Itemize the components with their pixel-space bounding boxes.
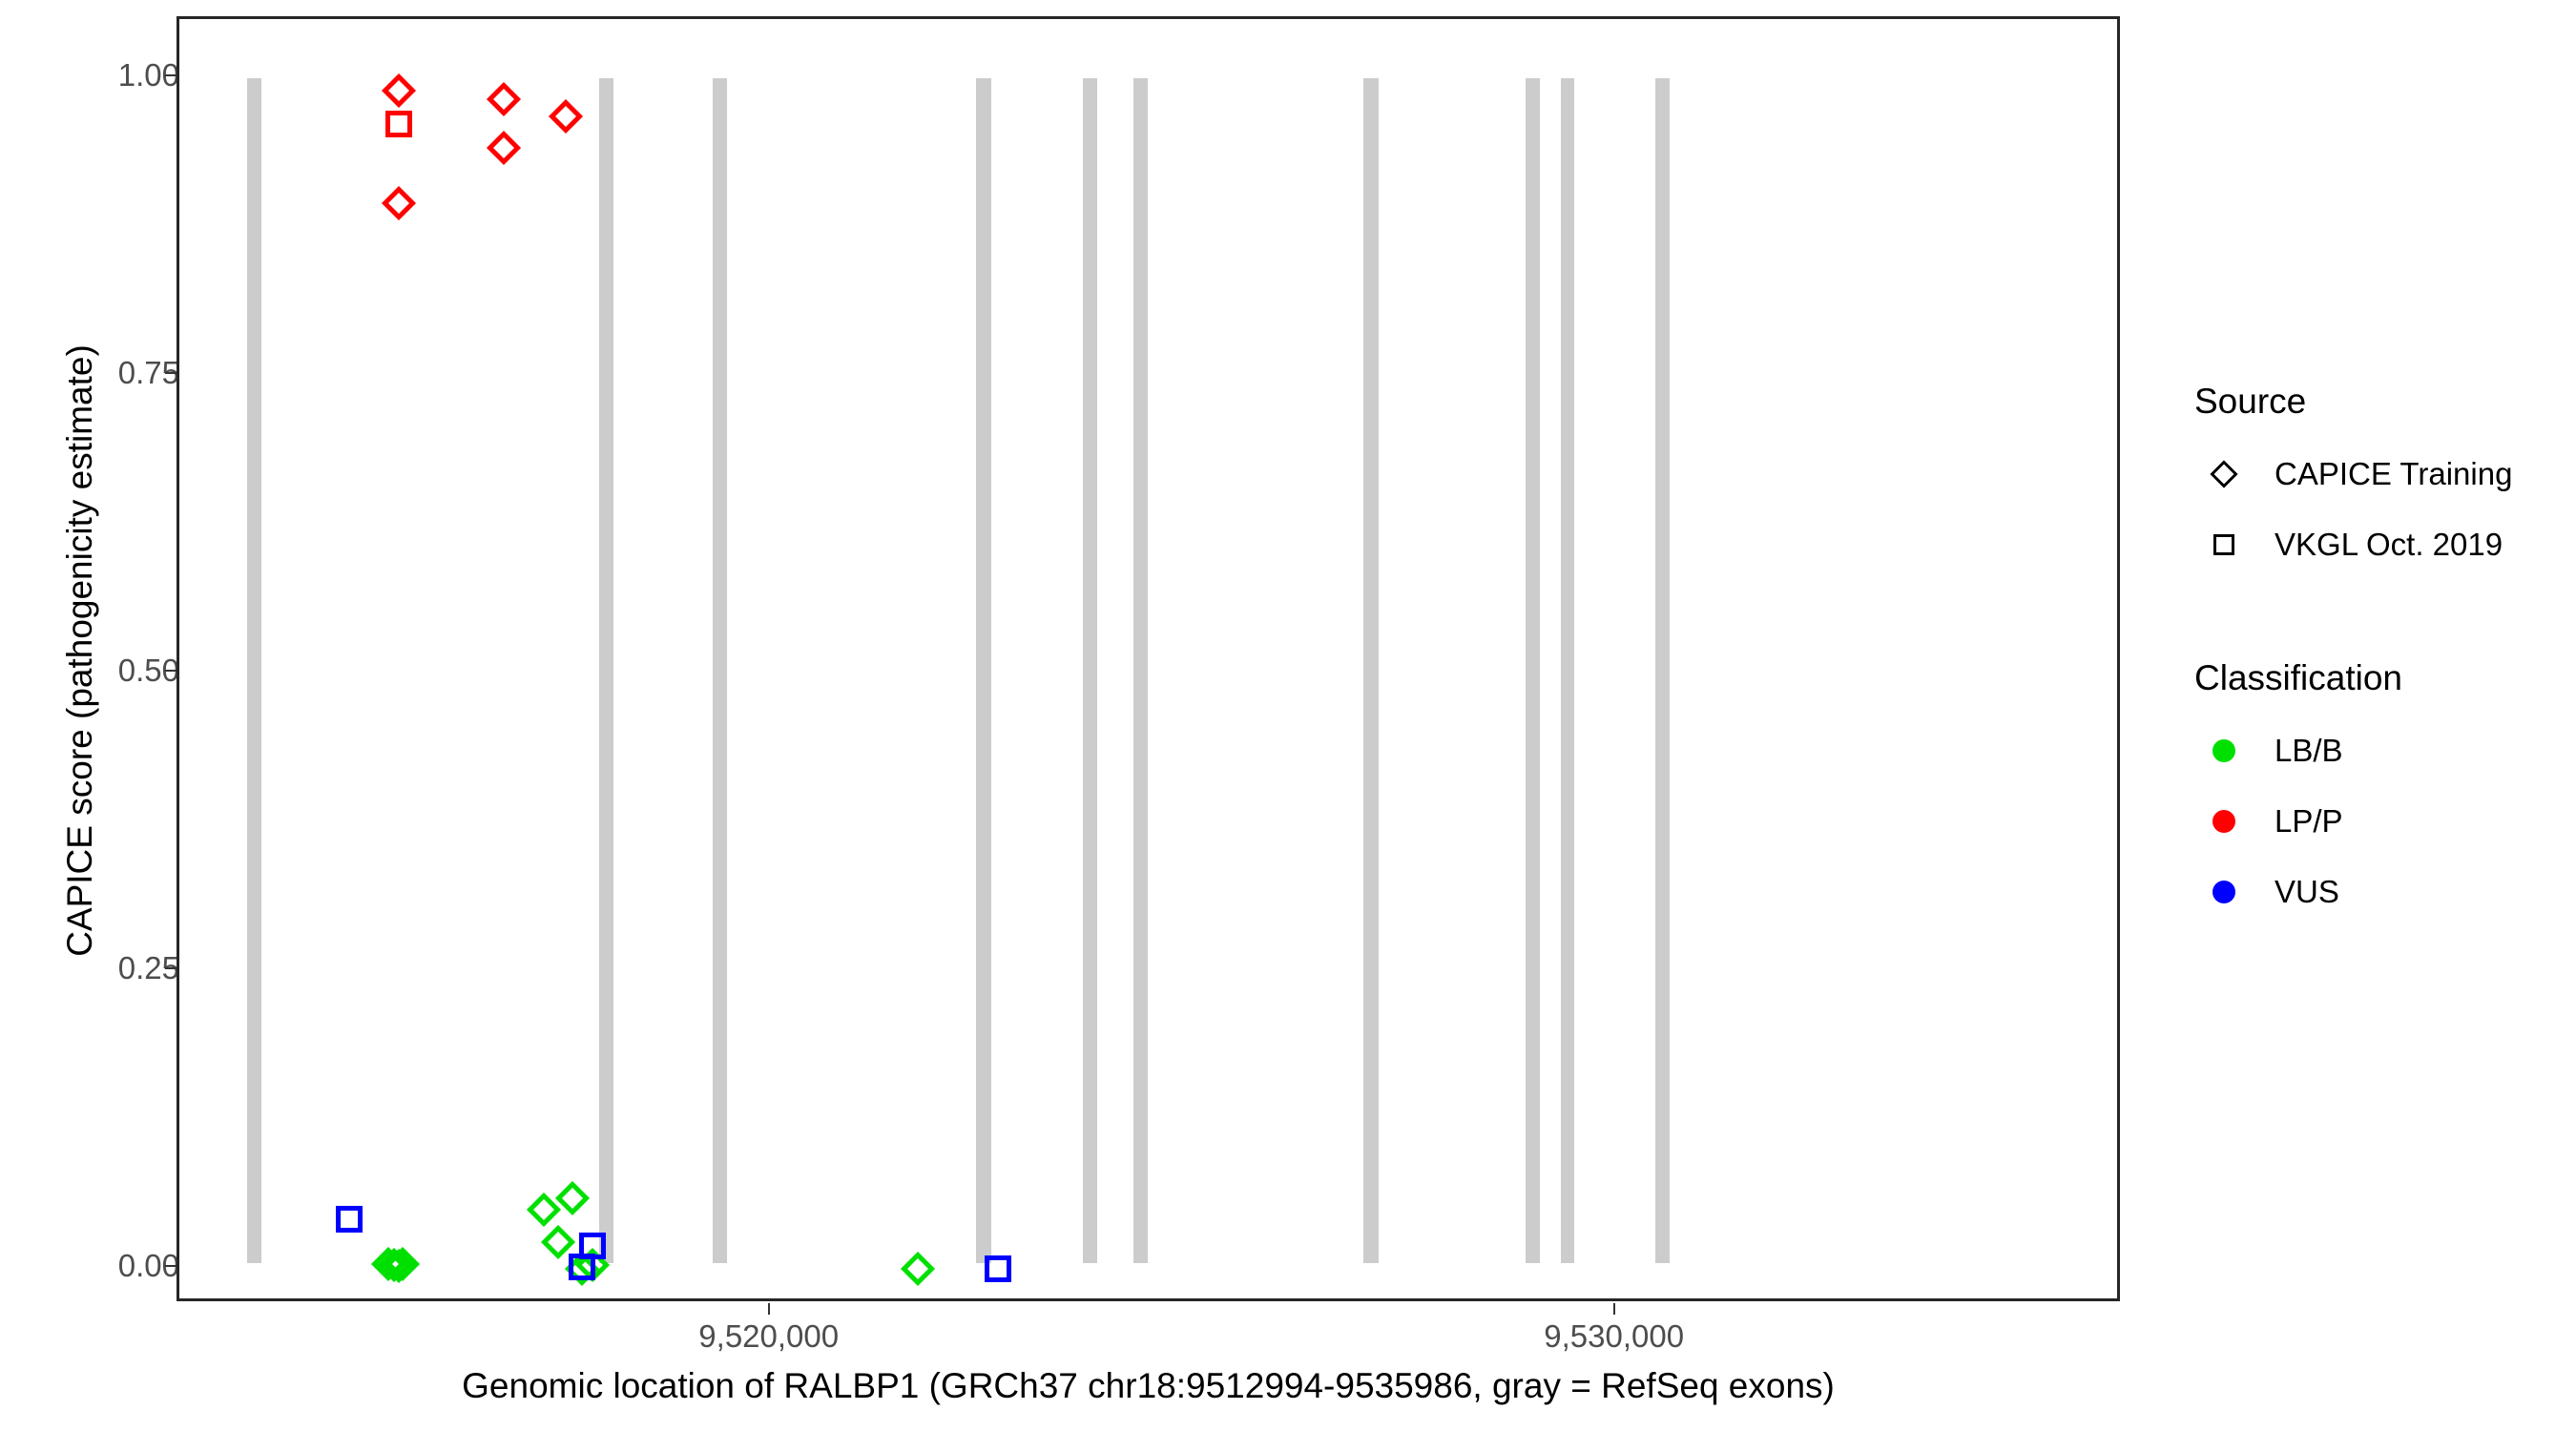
y-tick-label: 0.50 bbox=[117, 652, 179, 688]
legend-source-item[interactable]: VKGL Oct. 2019 bbox=[2194, 509, 2512, 580]
data-point-diamond bbox=[527, 1192, 562, 1228]
y-tick-mark bbox=[165, 1264, 177, 1267]
y-tick-label: 0.75 bbox=[117, 355, 179, 391]
data-point-diamond bbox=[486, 130, 521, 165]
data-point-diamond bbox=[900, 1251, 936, 1286]
exon-bar bbox=[1655, 78, 1671, 1263]
legend-classification-item[interactable]: VUS bbox=[2194, 857, 2402, 927]
circle-icon bbox=[2194, 738, 2254, 763]
y-tick-mark bbox=[165, 966, 177, 969]
legend-classification-title: Classification bbox=[2194, 658, 2402, 697]
data-point-diamond bbox=[371, 1246, 406, 1281]
legend-classification-item[interactable]: LB/B bbox=[2194, 716, 2402, 786]
legend-source-item[interactable]: CAPICE Training bbox=[2194, 439, 2512, 509]
data-point-diamond bbox=[554, 1180, 590, 1216]
data-point-diamond bbox=[381, 73, 417, 108]
diamond-icon bbox=[2194, 460, 2254, 488]
x-tick-mark bbox=[767, 1303, 770, 1315]
data-point-square bbox=[578, 1232, 607, 1260]
legend-classification-item[interactable]: LP/P bbox=[2194, 786, 2402, 857]
data-point-square bbox=[335, 1205, 364, 1234]
y-tick-label: 1.00 bbox=[117, 57, 179, 93]
data-point-diamond bbox=[376, 1247, 411, 1282]
exon-bar bbox=[1561, 78, 1575, 1263]
circle-icon bbox=[2194, 809, 2254, 834]
x-tick-label: 9,530,000 bbox=[1544, 1318, 1685, 1354]
y-tick-mark bbox=[165, 669, 177, 672]
legend-source-label: VKGL Oct. 2019 bbox=[2275, 527, 2503, 562]
exon-bar bbox=[1132, 78, 1148, 1263]
y-tick-mark bbox=[165, 74, 177, 77]
y-tick-label: 0.25 bbox=[117, 949, 179, 985]
data-point-square bbox=[984, 1255, 1012, 1283]
square-icon bbox=[2194, 533, 2254, 556]
exon-bar bbox=[712, 78, 727, 1263]
y-tick-label: 0.00 bbox=[117, 1247, 179, 1283]
legend-classification-items: LB/B LP/P VUS bbox=[2194, 716, 2402, 927]
exon-bar bbox=[976, 78, 992, 1263]
data-point-diamond bbox=[384, 1246, 420, 1281]
plot-panel bbox=[177, 16, 2120, 1301]
exon-bar bbox=[598, 78, 613, 1263]
exon-bar bbox=[1082, 78, 1097, 1263]
y-axis-title: CAPICE score (pathogenicity estimate) bbox=[60, 344, 99, 957]
exon-bar bbox=[1362, 78, 1379, 1263]
data-point-diamond bbox=[541, 1225, 576, 1260]
legend-source: Source CAPICE Training VKGL Oct. 2019 bbox=[2194, 382, 2512, 580]
data-point-diamond bbox=[548, 99, 583, 135]
exon-bar bbox=[1525, 78, 1541, 1263]
legend-classification-label: LB/B bbox=[2275, 733, 2343, 768]
legend-classification-label: LP/P bbox=[2275, 803, 2343, 839]
data-point-diamond bbox=[486, 81, 521, 116]
circle-icon bbox=[2194, 880, 2254, 904]
x-tick-mark bbox=[1612, 1303, 1615, 1315]
legend-source-title: Source bbox=[2194, 382, 2307, 421]
data-point-square bbox=[384, 110, 413, 138]
legend-source-items: CAPICE Training VKGL Oct. 2019 bbox=[2194, 439, 2512, 580]
x-axis-title: Genomic location of RALBP1 (GRCh37 chr18… bbox=[462, 1366, 1835, 1405]
legend-classification: Classification LB/B LP/P VUS bbox=[2194, 658, 2402, 927]
legend-source-label: CAPICE Training bbox=[2275, 456, 2513, 491]
exon-bar bbox=[246, 78, 261, 1263]
x-tick-label: 9,520,000 bbox=[698, 1318, 840, 1354]
legend-classification-label: VUS bbox=[2275, 874, 2339, 909]
data-point-diamond bbox=[381, 186, 417, 221]
y-tick-mark bbox=[165, 372, 177, 375]
